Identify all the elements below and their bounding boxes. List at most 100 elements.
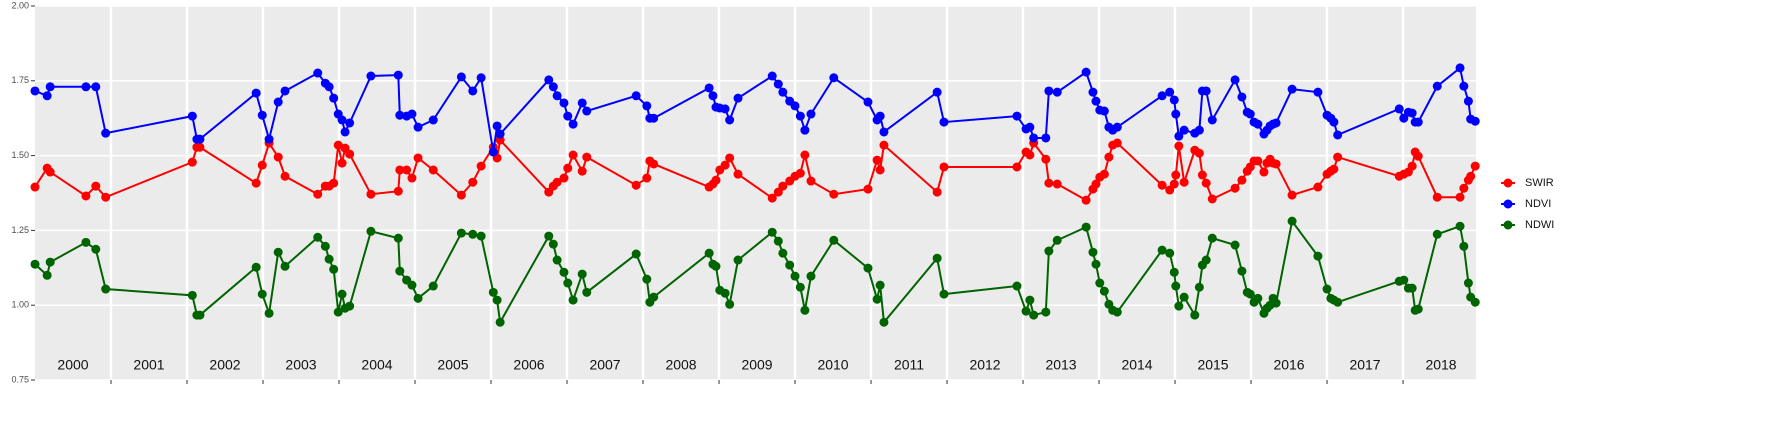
point bbox=[548, 82, 558, 92]
point bbox=[333, 140, 343, 150]
point bbox=[1459, 183, 1469, 193]
point bbox=[795, 111, 805, 121]
point bbox=[492, 295, 502, 305]
point bbox=[257, 160, 267, 170]
point bbox=[767, 193, 777, 203]
point bbox=[932, 253, 942, 263]
point bbox=[1099, 169, 1109, 179]
year-label: 2014 bbox=[1121, 357, 1152, 373]
point bbox=[875, 280, 885, 290]
point bbox=[1463, 96, 1473, 106]
point bbox=[1174, 301, 1184, 311]
point bbox=[1201, 255, 1211, 265]
point bbox=[428, 281, 438, 291]
point bbox=[631, 249, 641, 259]
point bbox=[767, 71, 777, 81]
point bbox=[195, 310, 205, 320]
point bbox=[313, 68, 323, 78]
point bbox=[264, 308, 274, 318]
point bbox=[476, 73, 486, 83]
point bbox=[1207, 194, 1217, 204]
point bbox=[1025, 295, 1035, 305]
point bbox=[552, 177, 562, 187]
point bbox=[329, 178, 339, 188]
point bbox=[1253, 293, 1263, 303]
point bbox=[1052, 235, 1062, 245]
year-label: 2001 bbox=[133, 357, 164, 373]
point bbox=[1271, 298, 1281, 308]
point bbox=[428, 115, 438, 125]
point bbox=[544, 231, 554, 241]
point bbox=[1313, 87, 1323, 97]
point bbox=[1259, 167, 1269, 177]
point bbox=[1413, 151, 1423, 161]
point bbox=[1169, 267, 1179, 277]
point bbox=[725, 299, 735, 309]
point bbox=[800, 125, 810, 135]
point bbox=[1407, 161, 1417, 171]
point bbox=[1088, 87, 1098, 97]
point bbox=[1470, 297, 1480, 307]
y-tick-label: 2.00 bbox=[11, 0, 29, 10]
point bbox=[863, 263, 873, 273]
point bbox=[495, 317, 505, 327]
point bbox=[863, 97, 873, 107]
point bbox=[1253, 156, 1263, 166]
point bbox=[1329, 164, 1339, 174]
point bbox=[1432, 229, 1442, 239]
point bbox=[1394, 104, 1404, 114]
point bbox=[1021, 306, 1031, 316]
point bbox=[1271, 159, 1281, 169]
point bbox=[649, 292, 659, 302]
point bbox=[1081, 195, 1091, 205]
point bbox=[733, 169, 743, 179]
point bbox=[932, 187, 942, 197]
point bbox=[45, 167, 55, 177]
point bbox=[1041, 154, 1051, 164]
point bbox=[456, 228, 466, 238]
point bbox=[939, 162, 949, 172]
point bbox=[1044, 246, 1054, 256]
point bbox=[337, 158, 347, 168]
point bbox=[42, 91, 52, 101]
point bbox=[1313, 182, 1323, 192]
point bbox=[257, 110, 267, 120]
point bbox=[340, 127, 350, 137]
point bbox=[1230, 75, 1240, 85]
legend-label: NDWI bbox=[1525, 219, 1554, 231]
point bbox=[1287, 84, 1297, 94]
point bbox=[81, 82, 91, 92]
point bbox=[1407, 283, 1417, 293]
point bbox=[875, 165, 885, 175]
point bbox=[733, 255, 743, 265]
point bbox=[273, 97, 283, 107]
point bbox=[1455, 221, 1465, 231]
point bbox=[1012, 162, 1022, 172]
point bbox=[642, 173, 652, 183]
point bbox=[790, 101, 800, 111]
year-label: 2006 bbox=[513, 357, 544, 373]
point bbox=[101, 284, 111, 294]
point bbox=[1165, 248, 1175, 258]
point bbox=[704, 83, 714, 93]
point bbox=[45, 82, 55, 92]
point bbox=[1237, 92, 1247, 102]
point bbox=[101, 128, 111, 138]
point bbox=[91, 82, 101, 92]
point bbox=[548, 239, 558, 249]
point bbox=[1207, 115, 1217, 125]
point bbox=[725, 153, 735, 163]
point bbox=[1207, 233, 1217, 243]
point bbox=[257, 289, 267, 299]
point bbox=[872, 294, 882, 304]
point bbox=[366, 71, 376, 81]
year-label: 2017 bbox=[1349, 357, 1380, 373]
point bbox=[1157, 180, 1167, 190]
point bbox=[413, 153, 423, 163]
point bbox=[393, 186, 403, 196]
point bbox=[329, 93, 339, 103]
point bbox=[806, 271, 816, 281]
point bbox=[1029, 133, 1039, 143]
point bbox=[1171, 170, 1181, 180]
point bbox=[345, 118, 355, 128]
